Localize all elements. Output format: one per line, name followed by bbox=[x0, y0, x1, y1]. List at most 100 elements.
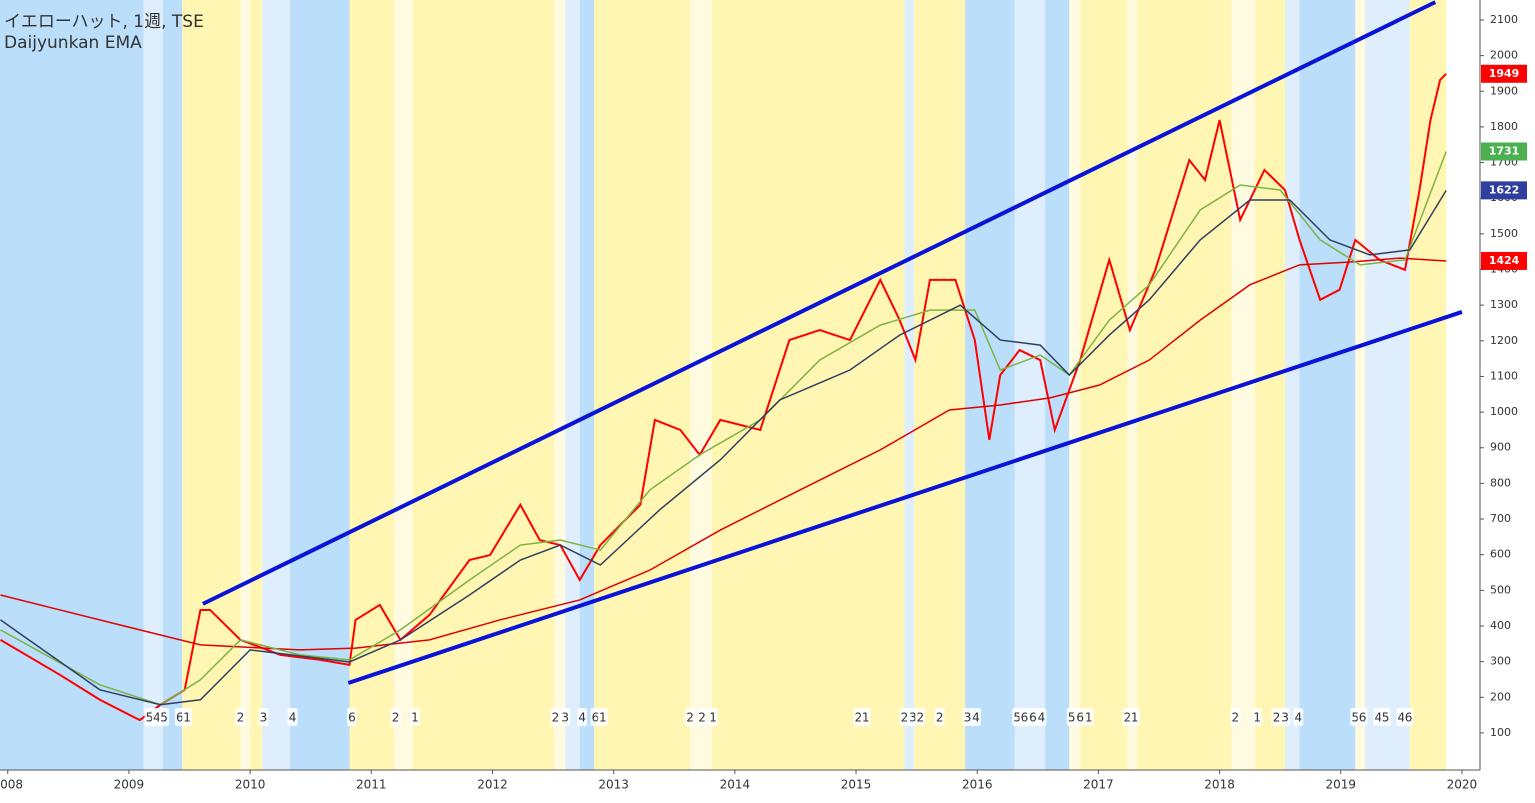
annotation-label: 2 bbox=[686, 711, 694, 725]
annotation-label: 2 bbox=[698, 711, 706, 725]
y-tick-label: 1000 bbox=[1490, 405, 1518, 418]
annotation-label: 3 bbox=[964, 711, 972, 725]
annotation-box bbox=[597, 708, 608, 726]
annotation-label: 6 bbox=[176, 711, 184, 725]
y-tick-label: 1300 bbox=[1490, 298, 1518, 311]
y-tick-label: 1500 bbox=[1490, 227, 1518, 240]
regime-layer bbox=[0, 0, 1447, 770]
annotation-label: 3 bbox=[1281, 711, 1289, 725]
axes-layer: 100 200 300 400 500 600 700 800 900 1000 1100 1200 1… bbox=[0, 13, 1527, 792]
price-label: 1949 bbox=[1489, 67, 1520, 80]
price-line bbox=[0, 73, 1447, 722]
annotation-label: 2 bbox=[901, 711, 909, 725]
annotation-label: 4 bbox=[972, 711, 980, 725]
trend-line bbox=[201, 0, 1437, 606]
price-label: 1424 bbox=[1489, 254, 1520, 267]
regime-band bbox=[904, 0, 915, 770]
x-tick-label: 2017 bbox=[1083, 778, 1114, 792]
annotation-box bbox=[346, 708, 357, 726]
annotation-label: 5 bbox=[1013, 711, 1021, 725]
annotation-label: 2 bbox=[237, 711, 245, 725]
annotation-label: 4 bbox=[1295, 711, 1303, 725]
annotation-box bbox=[182, 708, 193, 726]
regime-band bbox=[240, 0, 251, 770]
annotation-box bbox=[258, 708, 269, 726]
annotation-box bbox=[915, 708, 926, 726]
chart-title: イエローハット, 1週, TSE bbox=[4, 12, 204, 32]
annotation-box bbox=[1129, 708, 1140, 726]
price-axis-panel bbox=[1480, 0, 1535, 799]
x-tick-label: 2014 bbox=[720, 778, 751, 792]
annotation-box bbox=[899, 708, 910, 726]
annotation-label: 5 bbox=[1382, 711, 1390, 725]
annotation-box bbox=[560, 708, 571, 726]
y-tick-label: 200 bbox=[1490, 690, 1511, 703]
regime-band bbox=[0, 0, 144, 770]
ema-line bbox=[0, 189, 1447, 706]
ema-line bbox=[0, 257, 1447, 651]
annotation-label: 2 bbox=[936, 711, 944, 725]
annotation-label: 6 bbox=[592, 711, 600, 725]
regime-band bbox=[1137, 0, 1232, 770]
regime-band bbox=[262, 0, 291, 770]
indicator-name: Daijyunkan EMA bbox=[4, 33, 142, 53]
regime-band bbox=[1045, 0, 1070, 770]
annotation-box bbox=[1280, 708, 1291, 726]
annotation-box bbox=[409, 708, 420, 726]
annotation-label: 1 bbox=[411, 711, 419, 725]
x-tick-label: 2016 bbox=[962, 778, 993, 792]
x-tick-label: 2013 bbox=[598, 778, 629, 792]
annotation-label: 1 bbox=[599, 711, 607, 725]
price-label-box bbox=[1481, 142, 1527, 161]
price-label-box bbox=[1481, 64, 1527, 83]
regime-band bbox=[182, 0, 241, 770]
annotation-label: 5 bbox=[1351, 711, 1359, 725]
regime-band bbox=[1285, 0, 1300, 770]
annotation-label: 3 bbox=[909, 711, 917, 725]
annotation-label: 1 bbox=[1131, 711, 1139, 725]
y-tick-label: 1100 bbox=[1490, 369, 1518, 382]
annotation-label: 2 bbox=[855, 711, 863, 725]
ema-line bbox=[0, 151, 1447, 706]
annotation-box bbox=[962, 708, 973, 726]
annotation-label: 1 bbox=[862, 711, 870, 725]
regime-band bbox=[162, 0, 183, 770]
annotation-label: 4 bbox=[1375, 711, 1383, 725]
annotation-box bbox=[1019, 708, 1030, 726]
regime-band bbox=[349, 0, 395, 770]
annotation-label: 2 bbox=[1232, 711, 1240, 725]
annotation-box bbox=[1083, 708, 1094, 726]
annotation-box bbox=[390, 708, 401, 726]
time-axis-panel bbox=[0, 770, 1535, 799]
regime-band bbox=[143, 0, 163, 770]
annotation-box bbox=[685, 708, 696, 726]
annotation-label: 2 bbox=[916, 711, 924, 725]
annotation-label: 6 bbox=[1021, 711, 1029, 725]
annotation-box bbox=[577, 708, 588, 726]
regime-band bbox=[1014, 0, 1046, 770]
regime-band bbox=[1355, 0, 1365, 770]
y-tick-label: 1800 bbox=[1490, 120, 1518, 133]
price-label-box bbox=[1481, 181, 1527, 200]
x-tick-label: 2009 bbox=[114, 778, 145, 792]
regime-band bbox=[711, 0, 905, 770]
y-tick-label: 700 bbox=[1490, 512, 1511, 525]
annotation-box bbox=[1357, 708, 1368, 726]
y-tick-label: 900 bbox=[1490, 441, 1511, 454]
annotation-box bbox=[1230, 708, 1241, 726]
y-tick-label: 1900 bbox=[1490, 84, 1518, 97]
annotation-box bbox=[934, 708, 945, 726]
price-label: 1731 bbox=[1489, 145, 1520, 158]
y-tick-label: 800 bbox=[1490, 476, 1511, 489]
annotation-box bbox=[1066, 708, 1077, 726]
y-tick-label: 400 bbox=[1490, 619, 1511, 632]
annotation-label: 1 bbox=[1085, 711, 1093, 725]
trend-line bbox=[347, 310, 1463, 685]
regime-band bbox=[565, 0, 580, 770]
x-tick-label: 2020 bbox=[1447, 778, 1478, 792]
annotation-label: 5 bbox=[1068, 711, 1076, 725]
regime-band bbox=[594, 0, 691, 770]
regime-band bbox=[914, 0, 966, 770]
